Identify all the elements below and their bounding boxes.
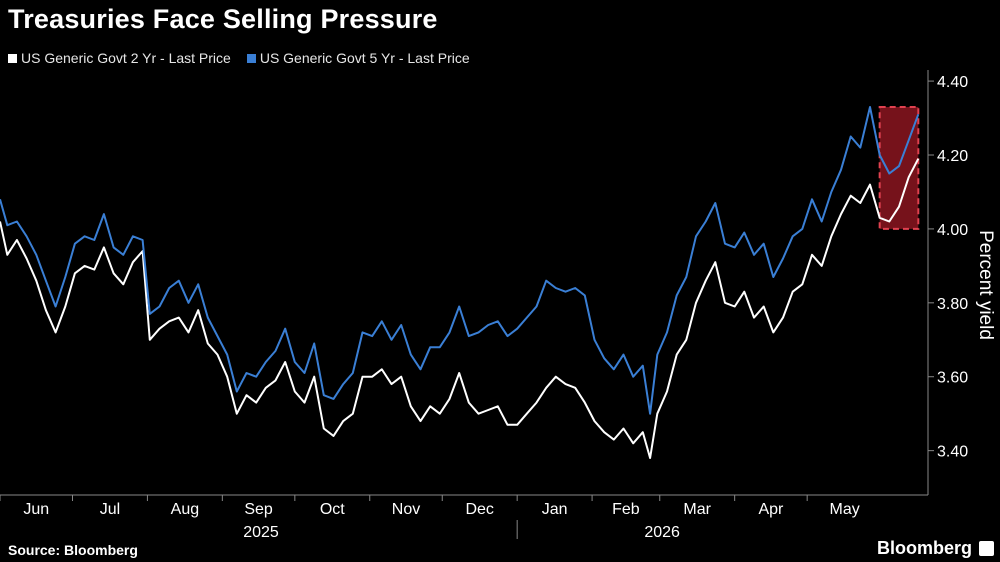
x-tick-label: Jun	[23, 501, 49, 518]
series-line-2yr	[0, 158, 920, 459]
x-tick-label: Mar	[683, 501, 711, 518]
y-tick-label: 4.40	[937, 74, 968, 91]
x-tick-label: Aug	[171, 501, 199, 518]
highlight-box	[878, 105, 920, 230]
x-tick-label: Nov	[392, 501, 420, 518]
x-tick-label: Jan	[542, 501, 568, 518]
chart-title: Treasuries Face Selling Pressure	[8, 4, 438, 34]
x-year-label: 2026	[644, 524, 680, 541]
x-tick-label: Jul	[100, 501, 120, 518]
y-tick-label: 3.80	[937, 296, 968, 313]
y-tick-label: 3.40	[937, 444, 968, 461]
x-tick-label: Feb	[612, 501, 640, 518]
bloomberg-logo-icon	[979, 541, 994, 556]
x-year-label: 2025	[243, 524, 279, 541]
x-tick-label: Oct	[320, 501, 345, 518]
chart-legend: US Generic Govt 2 Yr - Last Price US Gen…	[8, 50, 470, 66]
source-note: Source: Bloomberg	[8, 542, 138, 558]
series-line-5yr	[0, 106, 920, 415]
x-tick-label: Sep	[244, 501, 273, 518]
x-tick-label: Dec	[465, 501, 493, 518]
legend-item-2yr: US Generic Govt 2 Yr - Last Price	[8, 50, 231, 66]
legend-label-5yr: US Generic Govt 5 Yr - Last Price	[259, 50, 470, 66]
x-tick-label: May	[830, 501, 860, 518]
y-axis-label: Percent yield	[975, 230, 996, 340]
legend-item-5yr: US Generic Govt 5 Yr - Last Price	[246, 50, 470, 66]
y-tick-label: 3.60	[937, 370, 968, 387]
y-tick-label: 4.20	[937, 148, 968, 165]
legend-swatch-2yr	[8, 53, 17, 63]
brand-wordmark: Bloomberg	[876, 538, 972, 558]
y-tick-label: 4.00	[937, 222, 968, 239]
x-tick-label: Apr	[758, 501, 784, 518]
legend-swatch-5yr	[246, 53, 256, 63]
legend-label-2yr: US Generic Govt 2 Yr - Last Price	[21, 50, 231, 66]
